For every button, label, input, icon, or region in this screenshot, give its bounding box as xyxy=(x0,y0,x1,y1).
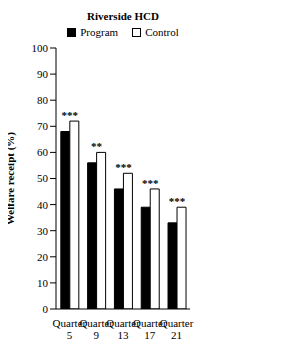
svg-text:***: *** xyxy=(62,109,79,121)
html-text:Quarter: Quarter xyxy=(106,317,140,329)
html-text:5: 5 xyxy=(66,329,73,341)
svg-text:Welfare receipt (%): Welfare receipt (%) xyxy=(8,132,17,225)
svg-text:100: 100 xyxy=(32,42,49,54)
svg-text:Quarter21: Quarter21 xyxy=(160,317,194,341)
svg-text:40: 40 xyxy=(37,199,49,211)
svg-text:0: 0 xyxy=(43,303,49,315)
svg-text:10: 10 xyxy=(37,277,49,289)
svg-text:90: 90 xyxy=(37,68,49,80)
svg-text:60: 60 xyxy=(37,146,49,158)
svg-text:50: 50 xyxy=(37,172,49,184)
html-text:13: 13 xyxy=(117,329,129,341)
html-text:Control: Control xyxy=(145,26,179,38)
html-text:Quarter: Quarter xyxy=(79,317,113,329)
html-text:17: 17 xyxy=(144,329,156,341)
svg-text:70: 70 xyxy=(37,120,49,132)
html-text:Quarter: Quarter xyxy=(133,317,167,329)
svg-text:***: *** xyxy=(142,177,159,189)
html-text:Program: Program xyxy=(80,26,119,38)
html-text:Riverside HCD: Riverside HCD xyxy=(87,10,159,22)
html-text:Quarter: Quarter xyxy=(52,317,87,329)
svg-text:20: 20 xyxy=(37,251,49,263)
html-text:9: 9 xyxy=(93,329,99,341)
svg-text:30: 30 xyxy=(37,225,49,237)
svg-text:***: *** xyxy=(115,161,132,173)
svg-text:80: 80 xyxy=(37,94,49,106)
svg-text:***: *** xyxy=(169,195,186,207)
svg-text:**: ** xyxy=(91,140,103,152)
